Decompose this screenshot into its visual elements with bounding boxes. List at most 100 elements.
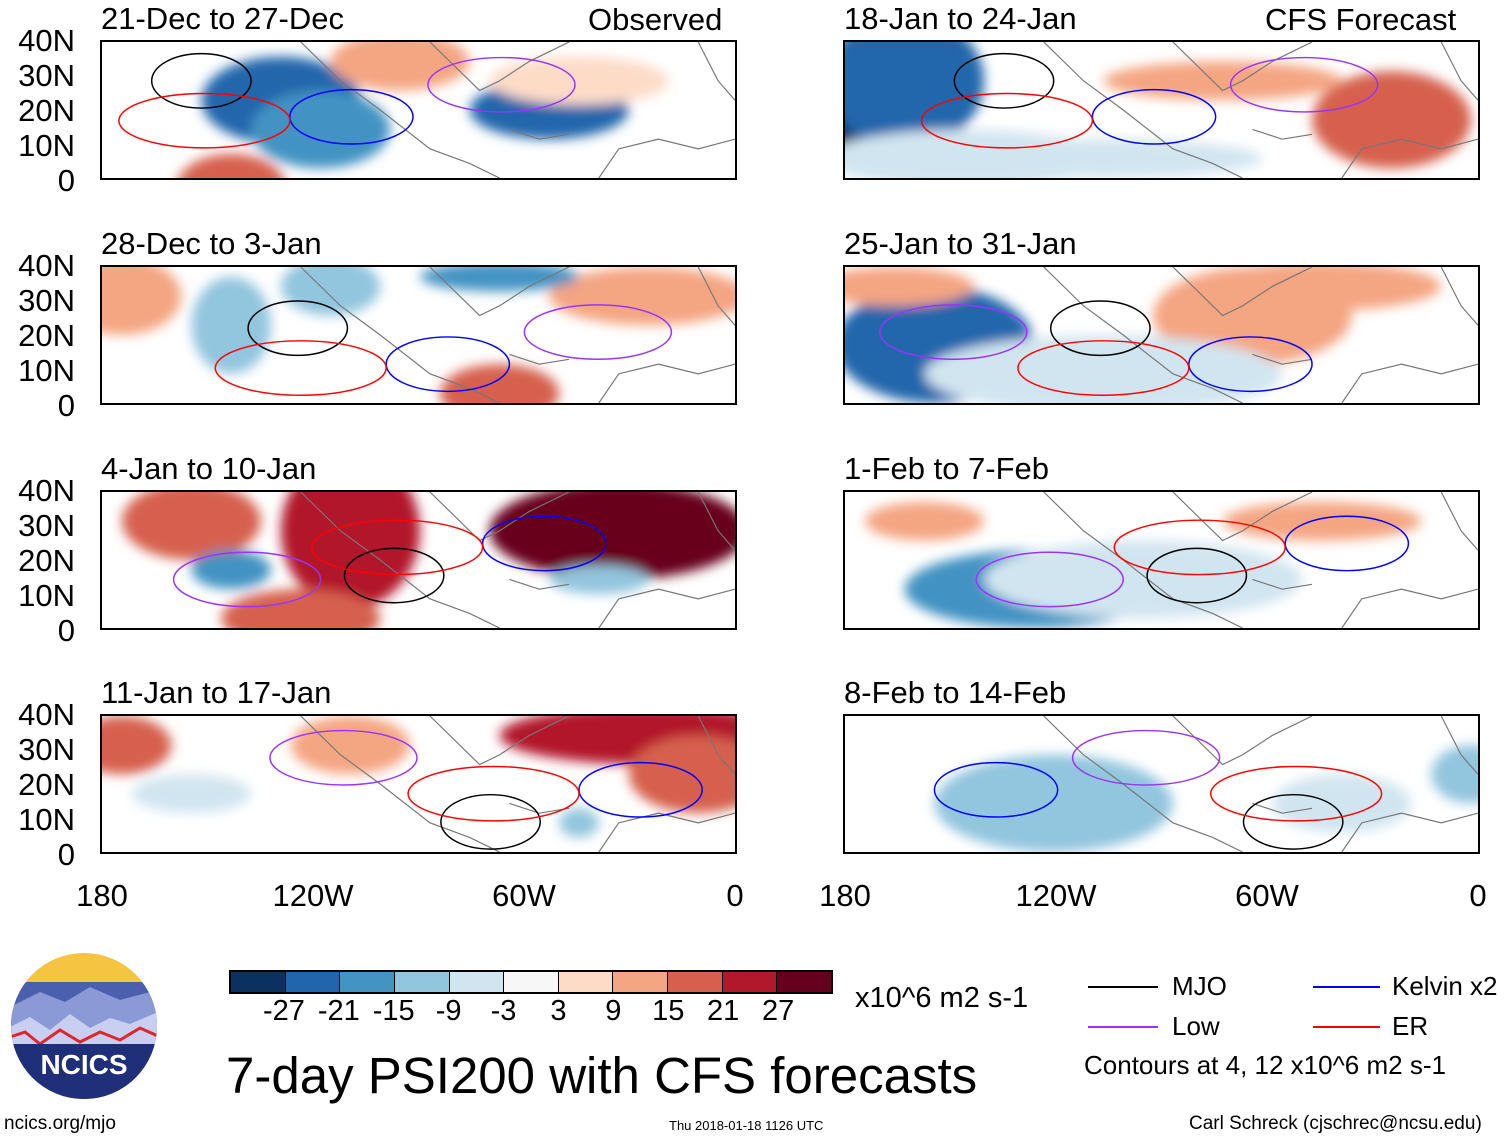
footer-timestamp: Thu 2018-01-18 1126 UTC: [669, 1118, 824, 1133]
contour-line: [172, 551, 322, 608]
lat-label: 0: [57, 837, 75, 872]
lat-label: 10N: [18, 802, 75, 837]
contour-line: [1091, 88, 1217, 145]
lat-label: 10N: [18, 578, 75, 613]
ncics-logo: NCICS: [10, 952, 158, 1100]
colorbar-swatch: [504, 972, 559, 992]
contour-note: Contours at 4, 12 x10^6 m2 s-1: [1084, 1050, 1446, 1080]
coastline: [1043, 42, 1478, 178]
lon-label: 60W: [492, 878, 556, 913]
contour-line: [407, 765, 580, 822]
lat-label: 0: [57, 388, 75, 423]
anomaly-shading: [845, 42, 985, 149]
contour-line: [310, 519, 484, 576]
lat-label: 40N: [18, 473, 75, 508]
colorbar-label: 21: [707, 995, 740, 1027]
legend-line-mjo: [1088, 986, 1158, 988]
lat-label: 20N: [18, 543, 75, 578]
lat-label: 20N: [18, 93, 75, 128]
anomaly-shading: [1202, 267, 1442, 311]
anomaly-shading: [845, 267, 975, 306]
anomaly-shading: [549, 267, 735, 326]
panel-title: 21-Dec to 27-Dec: [101, 1, 344, 36]
legend-line-er: [1313, 1026, 1380, 1028]
anomaly-shading: [924, 335, 1283, 403]
colorbar-label: -27: [262, 995, 305, 1027]
contour-line: [1049, 300, 1151, 357]
contour-line: [1242, 793, 1344, 850]
colorbar-swatch: [558, 972, 614, 992]
anomaly-shading: [864, 501, 985, 541]
contour-line: [920, 92, 1094, 149]
panel-title: 11-Jan to 17-Jan: [101, 675, 332, 710]
panel-title: 4-Jan to 10-Jan: [101, 451, 317, 486]
colorbar-label: -9: [435, 995, 462, 1027]
anomaly-shading: [1431, 745, 1478, 804]
contour-line: [933, 761, 1059, 818]
map-panel: [843, 714, 1480, 854]
observed-header: Observed: [588, 2, 723, 37]
contour-line: [427, 56, 576, 113]
contour-line: [1017, 340, 1190, 396]
anomaly-shading: [102, 267, 182, 335]
anomaly-shading: [131, 774, 252, 814]
colorbar-swatch: [613, 972, 669, 992]
anomaly-shading: [191, 276, 271, 374]
panel-title: 1-Feb to 7-Feb: [844, 451, 1050, 486]
anomaly-shading: [1103, 61, 1342, 101]
colorbar-label: -15: [372, 995, 415, 1027]
longitude-axis-left: 180 120W 60W 0 180 120W 60W 0: [75, 880, 1495, 915]
colorbar-swatch: [722, 972, 778, 992]
anomaly-shading: [191, 550, 271, 590]
lon-label: 180: [819, 878, 871, 913]
anomaly-shading: [628, 735, 735, 814]
legend-label: Kelvin x2: [1392, 971, 1498, 1001]
contour-line: [1209, 765, 1383, 822]
footer-url[interactable]: ncics.org/mjo: [4, 1113, 116, 1134]
anomaly-shading: [439, 364, 560, 403]
anomaly-shading: [420, 267, 579, 292]
anomaly-shading: [934, 754, 1173, 852]
lat-label: 10N: [18, 353, 75, 388]
legend: MJO Kelvin x2 Low ER Contours at 4, 12 x…: [1084, 970, 1508, 1090]
contour-line: [953, 52, 1055, 109]
colorbar-swatch: [340, 972, 395, 992]
contour-line: [214, 340, 387, 396]
contour-line: [523, 304, 673, 361]
lon-label: 120W: [1015, 878, 1097, 913]
lon-label: 120W: [272, 878, 354, 913]
lat-label: 0: [57, 613, 75, 648]
anomaly-shading: [102, 716, 172, 775]
lon-label: 0: [1469, 878, 1487, 913]
lat-label: 20N: [18, 767, 75, 802]
anomaly-shading: [1222, 501, 1422, 541]
footer-credit: Carl Schreck (cjschrec@ncsu.edu): [1189, 1113, 1482, 1134]
panel-title: 28-Dec to 3-Jan: [101, 226, 322, 261]
colorbar-label: 15: [652, 995, 685, 1027]
logo-text: NCICS: [40, 1049, 127, 1080]
contour-line: [440, 793, 541, 850]
anomaly-shading: [290, 716, 411, 775]
forecast-header: CFS Forecast: [1265, 2, 1457, 37]
lat-label: 30N: [18, 732, 75, 767]
contour-line: [975, 551, 1124, 608]
anomaly-shading: [944, 139, 1263, 178]
anomaly-shading: [280, 267, 381, 316]
contour-line: [343, 547, 445, 604]
legend-line-kelvin: [1313, 986, 1380, 988]
colorbar-label: 27: [761, 995, 795, 1027]
lat-label: 20N: [18, 318, 75, 353]
lat-label: 0: [57, 163, 75, 198]
coastline: [300, 716, 735, 852]
map-panel: [100, 265, 737, 405]
colorbar-label: 3: [550, 995, 567, 1027]
colorbar-swatch: [394, 972, 450, 992]
contour-line: [1229, 56, 1379, 113]
coastline: [1043, 716, 1478, 852]
contour-line: [150, 52, 252, 109]
coastline: [300, 492, 735, 628]
colorbar-swatch: [285, 972, 341, 992]
legend-line-low: [1088, 1026, 1158, 1028]
contour-line: [1113, 519, 1286, 576]
panel-title: 8-Feb to 14-Feb: [844, 675, 1067, 710]
